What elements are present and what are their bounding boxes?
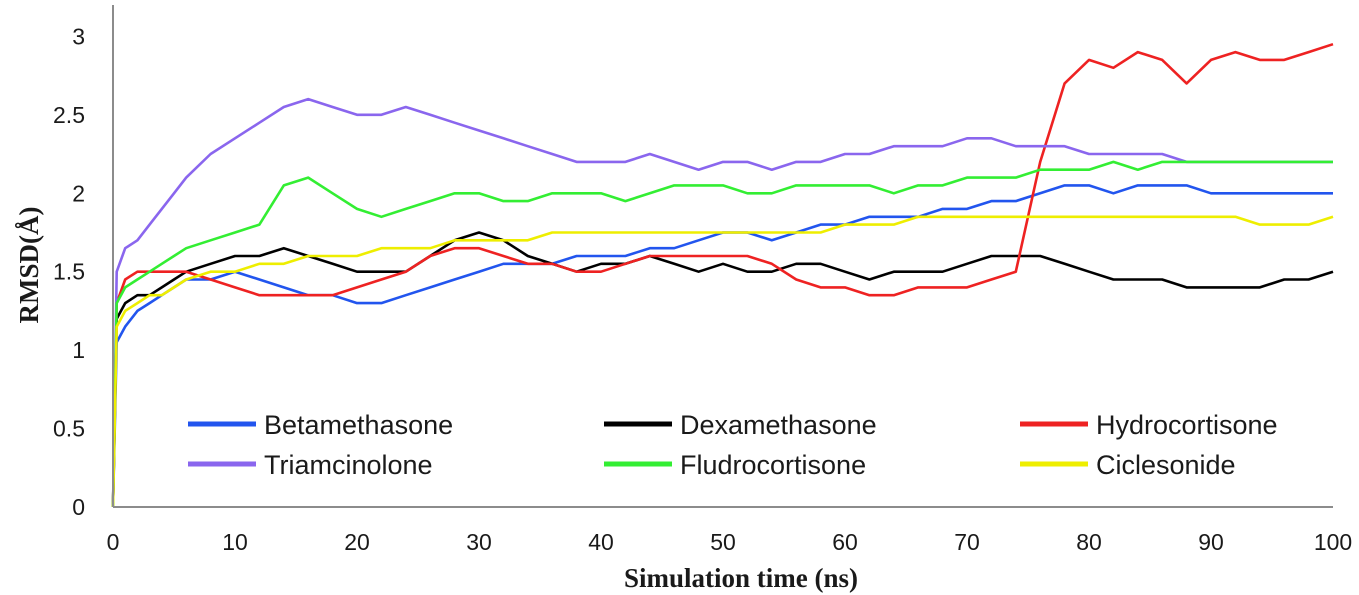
- y-tick-label: 0.5: [53, 416, 85, 442]
- legend-label: Dexamethasone: [680, 410, 877, 440]
- legend-item: Triamcinolone: [188, 450, 433, 480]
- series-line-hydrocortisone: [111, 42, 1334, 508]
- legend-label: Fludrocortisone: [680, 450, 866, 480]
- legend-label: Hydrocortisone: [1096, 410, 1278, 440]
- legend-item: Betamethasone: [188, 410, 453, 440]
- y-tick-label: 0: [72, 494, 85, 520]
- legend-item: Fludrocortisone: [604, 450, 866, 480]
- series-line-triamcinolone: [111, 97, 1333, 508]
- x-tick-label: 50: [710, 529, 736, 555]
- series-layer: [111, 42, 1334, 508]
- series-line-dexamethasone: [111, 231, 1334, 508]
- x-axis-ticks: 0 10 20 30 40 50 60 70 80 90 100: [107, 529, 1353, 555]
- legend: Betamethasone Dexamethasone Hydrocortisone…: [188, 410, 1278, 480]
- y-tick-label: 2: [72, 180, 85, 206]
- x-tick-label: 30: [466, 529, 492, 555]
- series-line-ciclesonide: [111, 215, 1334, 508]
- x-tick-label: 40: [588, 529, 614, 555]
- x-tick-label: 100: [1314, 529, 1352, 555]
- legend-label: Ciclesonide: [1096, 450, 1236, 480]
- x-axis-title: Simulation time (ns): [624, 563, 858, 593]
- y-axis-title: RMSD(Å): [14, 207, 44, 324]
- legend-item: Ciclesonide: [1020, 450, 1236, 480]
- x-tick-label: 0: [107, 529, 120, 555]
- legend-label: Betamethasone: [264, 410, 453, 440]
- legend-item: Dexamethasone: [604, 410, 877, 440]
- y-tick-label: 1.5: [53, 259, 85, 285]
- y-axis-ticks: 0 0.5 1 1.5 2 2.5 3: [53, 23, 85, 520]
- legend-item: Hydrocortisone: [1020, 410, 1278, 440]
- x-tick-label: 60: [832, 529, 858, 555]
- x-tick-label: 90: [1198, 529, 1224, 555]
- series-line-fludrocortisone: [111, 160, 1333, 508]
- legend-label: Triamcinolone: [264, 450, 433, 480]
- x-tick-label: 80: [1076, 529, 1102, 555]
- x-tick-label: 20: [344, 529, 370, 555]
- x-tick-label: 70: [954, 529, 980, 555]
- y-tick-label: 3: [72, 23, 85, 49]
- y-tick-label: 1: [72, 337, 85, 363]
- y-tick-label: 2.5: [53, 102, 85, 128]
- x-tick-label: 10: [222, 529, 248, 555]
